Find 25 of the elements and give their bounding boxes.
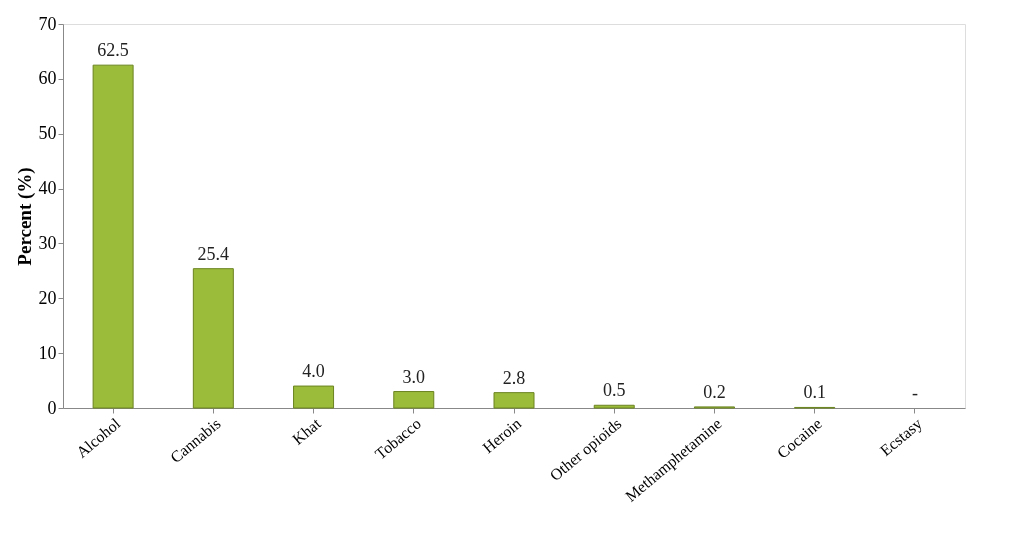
y-tick-label: 10	[38, 342, 57, 363]
data-label: 4.0	[302, 361, 325, 382]
data-label: 0.5	[602, 380, 626, 401]
y-axis-title: Percent (%)	[13, 167, 36, 266]
data-label: 0.2	[703, 381, 726, 402]
text: -	[911, 383, 918, 403]
bar	[493, 392, 535, 409]
data-label: 2.8	[502, 367, 526, 388]
bar	[192, 268, 234, 409]
y-tick-label: 20	[38, 287, 57, 308]
y-tick-label: 60	[38, 68, 57, 89]
data-label: 25.4	[197, 243, 230, 264]
data-label: 0.1	[803, 382, 826, 403]
y-tick-label: 50	[38, 123, 57, 144]
x-tick-label: Khat	[289, 414, 325, 448]
bar	[593, 404, 635, 409]
bar	[393, 391, 435, 409]
y-tick-label: 40	[38, 178, 57, 199]
bar	[92, 64, 134, 409]
y-tick-label: 30	[38, 232, 57, 253]
data-label: 3.0	[402, 366, 426, 387]
y-tick-label: 0	[47, 397, 57, 418]
bar	[293, 385, 335, 409]
y-tick-label: 70	[38, 13, 57, 34]
data-label: 62.5	[97, 40, 129, 61]
